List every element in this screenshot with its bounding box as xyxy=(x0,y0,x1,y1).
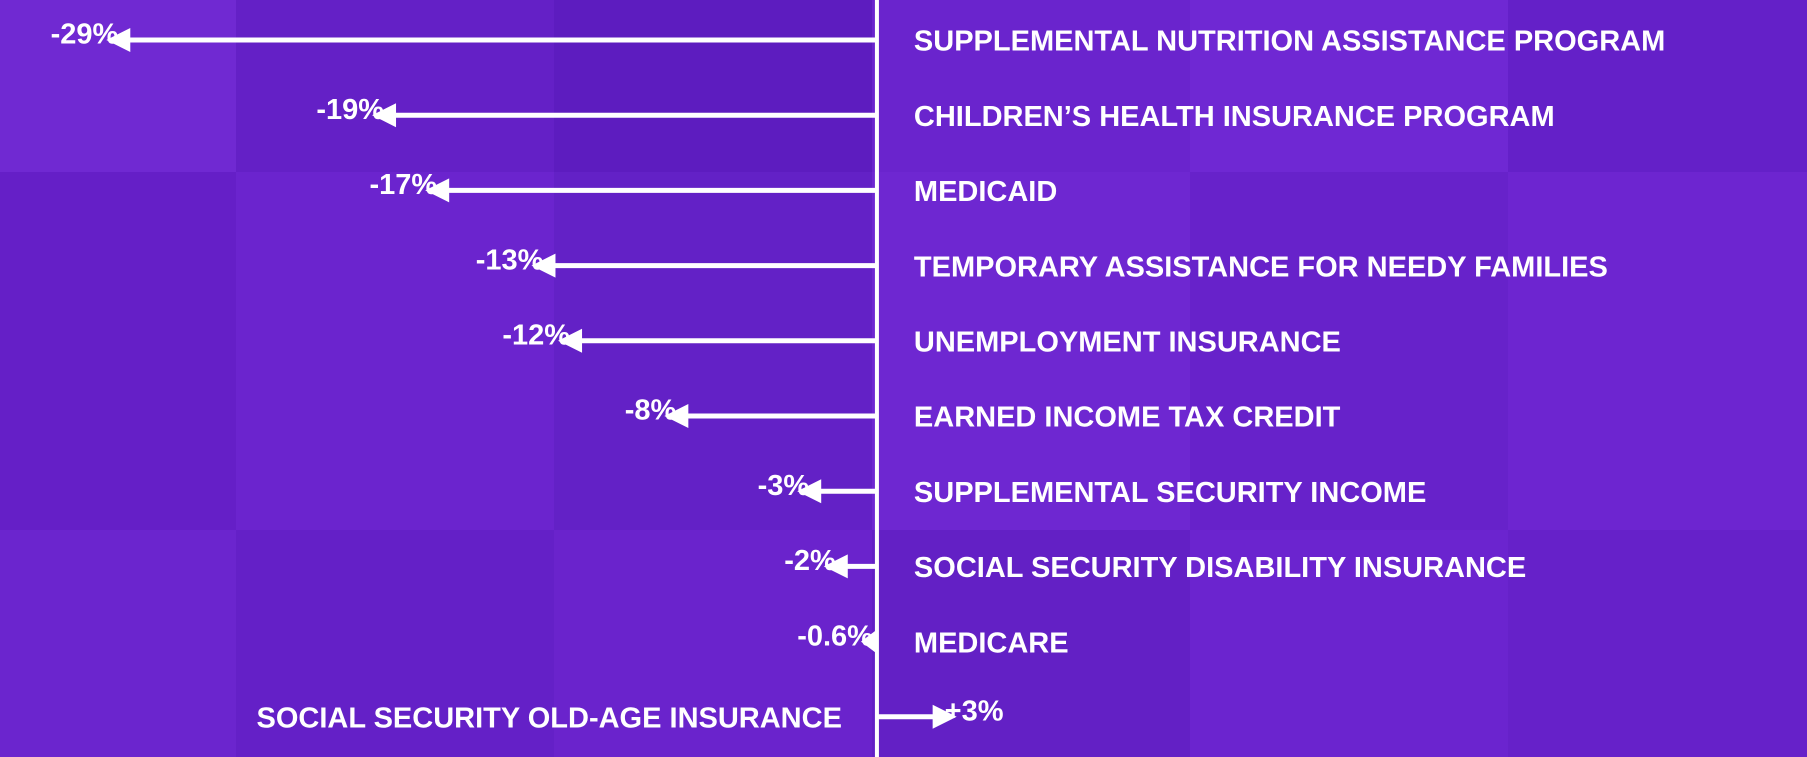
background-tile xyxy=(1190,172,1508,530)
arrow xyxy=(425,178,877,203)
arrow xyxy=(797,479,877,504)
background-tile xyxy=(236,530,554,757)
arrow xyxy=(860,629,877,654)
category-label: SUPPLEMENTAL SECURITY INCOME xyxy=(914,477,1426,509)
background-tile xyxy=(236,0,554,172)
background-tile xyxy=(0,0,236,172)
background-tile xyxy=(1508,530,1807,757)
value-label: -2% xyxy=(784,545,836,577)
category-label: SUPPLEMENTAL NUTRITION ASSISTANCE PROGRA… xyxy=(914,26,1665,58)
value-label: -8% xyxy=(625,395,677,427)
value-label: -3% xyxy=(758,470,810,502)
category-label: SOCIAL SECURITY DISABILITY INSURANCE xyxy=(914,552,1526,584)
category-label: SOCIAL SECURITY OLD-AGE INSURANCE xyxy=(256,702,841,734)
value-label: +3% xyxy=(945,695,1004,727)
value-label: -12% xyxy=(502,319,570,351)
background-tile xyxy=(554,0,872,172)
arrow xyxy=(876,704,957,729)
category-label: MEDICARE xyxy=(914,627,1069,659)
category-label: TEMPORARY ASSISTANCE FOR NEEDY FAMILIES xyxy=(914,251,1608,283)
value-label: -0.6% xyxy=(797,620,873,652)
arrow xyxy=(558,328,877,353)
background-tile xyxy=(236,172,554,530)
arrow xyxy=(531,253,877,278)
arrow xyxy=(823,554,877,579)
background-tile xyxy=(1508,0,1807,172)
background-tile xyxy=(872,0,1190,172)
background-tile xyxy=(1190,530,1508,757)
value-label: -17% xyxy=(369,169,437,201)
background-tile xyxy=(554,530,872,757)
arrow xyxy=(106,28,877,52)
category-label: MEDICAID xyxy=(914,176,1057,208)
arrow xyxy=(372,103,877,128)
background-tile xyxy=(554,172,872,530)
background-tile xyxy=(1190,0,1508,172)
background-tile xyxy=(1508,172,1807,530)
value-label: -13% xyxy=(476,244,544,276)
category-label: UNEMPLOYMENT INSURANCE xyxy=(914,326,1341,358)
value-label: -29% xyxy=(51,19,119,51)
background-tile xyxy=(872,172,1190,530)
category-label: EARNED INCOME TAX CREDIT xyxy=(914,402,1341,434)
arrow xyxy=(664,404,877,428)
value-label: -19% xyxy=(316,94,384,126)
category-label: CHILDREN’S HEALTH INSURANCE PROGRAM xyxy=(914,101,1555,133)
background-tile xyxy=(0,172,236,530)
background-tile xyxy=(0,530,236,757)
